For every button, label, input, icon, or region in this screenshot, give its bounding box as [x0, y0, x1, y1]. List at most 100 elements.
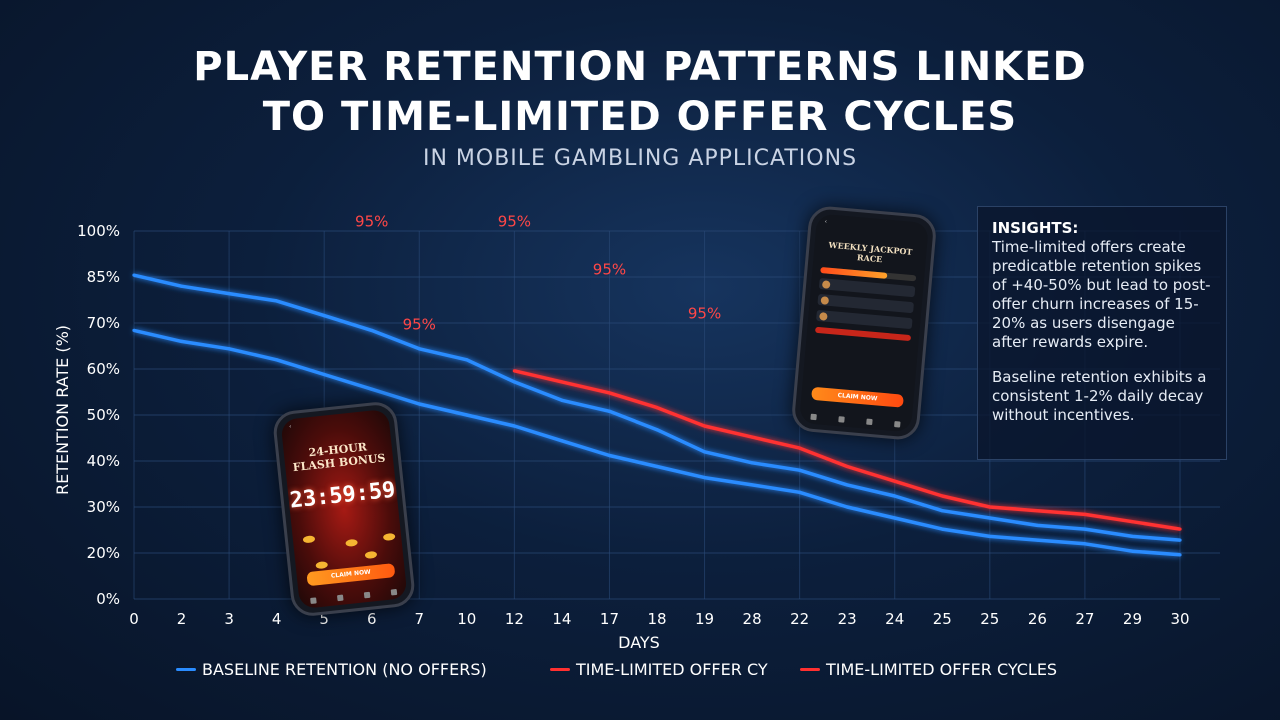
data-point — [1178, 538, 1182, 542]
y-axis-label: RETENTION RATE (%) — [53, 325, 72, 495]
x-tick-label: 6 — [367, 610, 377, 628]
data-point — [227, 347, 231, 351]
profile-icon[interactable] — [390, 588, 397, 596]
phone2-status-bar: ‹ — [824, 218, 828, 226]
data-point — [417, 347, 421, 351]
data-point — [893, 479, 897, 483]
profile-icon[interactable] — [894, 421, 901, 428]
x-tick-label: 29 — [1123, 610, 1142, 628]
data-point — [275, 358, 279, 362]
x-tick-label: 25 — [933, 610, 952, 628]
data-point — [607, 409, 612, 413]
home-icon[interactable] — [810, 413, 817, 421]
chart-subtitle: IN MOBILE GAMBLING APPLICATIONS — [422, 146, 858, 171]
data-point — [798, 468, 802, 472]
data-point — [702, 475, 707, 480]
data-point — [132, 328, 136, 332]
legend-swatch-offer-a — [550, 668, 570, 671]
x-tick-label: 22 — [790, 610, 809, 628]
data-point — [1083, 512, 1087, 516]
phone1-status-bar: ‹ — [288, 423, 292, 431]
leaderboard-row — [816, 309, 913, 330]
rewards-icon[interactable] — [866, 418, 873, 426]
data-point — [702, 450, 707, 454]
data-point — [322, 314, 326, 318]
data-point — [179, 339, 184, 343]
games-icon[interactable] — [336, 594, 344, 602]
data-point — [512, 424, 516, 428]
legend-swatch-offer-b — [800, 668, 820, 671]
data-point — [1083, 542, 1087, 546]
home-icon[interactable] — [309, 597, 317, 605]
x-tick-label: 23 — [838, 610, 857, 628]
data-point — [560, 380, 564, 384]
data-point — [512, 380, 516, 384]
x-tick-label: 12 — [505, 610, 524, 628]
avatar — [819, 311, 828, 321]
data-point — [179, 284, 184, 288]
data-point — [940, 509, 944, 513]
legend-label-baseline: BASELINE RETENTION (NO OFFERS) — [202, 660, 487, 679]
race-progress-bar — [814, 326, 912, 342]
x-tick-label: 17 — [600, 610, 619, 628]
claim-now-button[interactable]: CLAIM NOW — [811, 386, 904, 408]
data-point — [560, 398, 564, 402]
coin-icon — [315, 561, 329, 570]
data-point — [1130, 534, 1135, 539]
coin-icon — [345, 538, 358, 548]
y-tick-label: 40% — [87, 452, 120, 470]
data-point — [370, 387, 374, 391]
phone1-nav-bar — [299, 588, 407, 605]
avatar — [821, 279, 831, 289]
y-tick-label: 50% — [87, 406, 120, 424]
legend-item-baseline: BASELINE RETENTION (NO OFFERS) — [176, 660, 487, 679]
data-point — [655, 464, 659, 469]
chart-title-line2: TO TIME-LIMITED OFFER CYCLES — [262, 94, 1018, 140]
rewards-icon[interactable] — [363, 591, 370, 599]
data-point — [1130, 520, 1135, 524]
phone1-screen: ‹ 24-HOUR FLASH BONUS 23:59:59 CLAIM NOW — [280, 408, 408, 610]
x-tick-label: 7 — [414, 610, 424, 628]
data-point — [370, 328, 374, 332]
x-axis-ticks: 0 2 3 4 5 6 7 10 12 14 17 18 19 28 22 23 24 25 25 26 27 29 30 — [129, 610, 1189, 628]
data-point — [607, 453, 612, 458]
data-point — [465, 413, 469, 417]
data-point — [275, 299, 279, 303]
x-axis-label: DAYS — [618, 633, 660, 652]
spike-label: 95% — [355, 213, 388, 231]
data-point — [1178, 553, 1182, 557]
data-point — [798, 446, 802, 450]
x-tick-label: 27 — [1075, 610, 1094, 628]
data-point — [1178, 527, 1182, 531]
legend-swatch-baseline — [176, 668, 196, 671]
y-axis-ticks: 0% 20% 30% 40% 50% 60% 70% 85% 100% — [77, 222, 120, 608]
legend-item-offer-a: TIME-LIMITED OFFER CY — [550, 660, 768, 679]
avatar — [820, 295, 830, 305]
spike-label: 95% — [403, 316, 436, 334]
data-point — [702, 424, 707, 428]
x-tick-label: 2 — [177, 610, 187, 628]
data-point — [988, 516, 992, 520]
data-point — [227, 291, 231, 296]
y-tick-label: 70% — [87, 314, 120, 332]
y-tick-label: 30% — [87, 498, 120, 516]
data-point — [845, 464, 849, 469]
x-tick-label: 5 — [319, 610, 329, 628]
x-tick-label: 4 — [272, 610, 282, 628]
chart-legend: BASELINE RETENTION (NO OFFERS) TIME-LIMI… — [0, 660, 1280, 684]
coin-icon — [302, 535, 316, 544]
games-icon[interactable] — [838, 416, 845, 423]
data-point — [1083, 527, 1087, 531]
x-tick-label: 18 — [647, 610, 666, 628]
data-point — [750, 461, 754, 465]
y-tick-label: 100% — [77, 222, 120, 240]
data-point — [655, 428, 659, 432]
data-point — [798, 490, 802, 494]
data-point — [893, 516, 897, 520]
x-tick-label: 3 — [224, 610, 234, 628]
x-tick-label: 24 — [885, 610, 904, 628]
data-point — [1130, 549, 1135, 553]
data-point — [988, 534, 992, 539]
x-tick-label: 19 — [695, 610, 714, 628]
phone2-nav-bar — [799, 413, 911, 429]
